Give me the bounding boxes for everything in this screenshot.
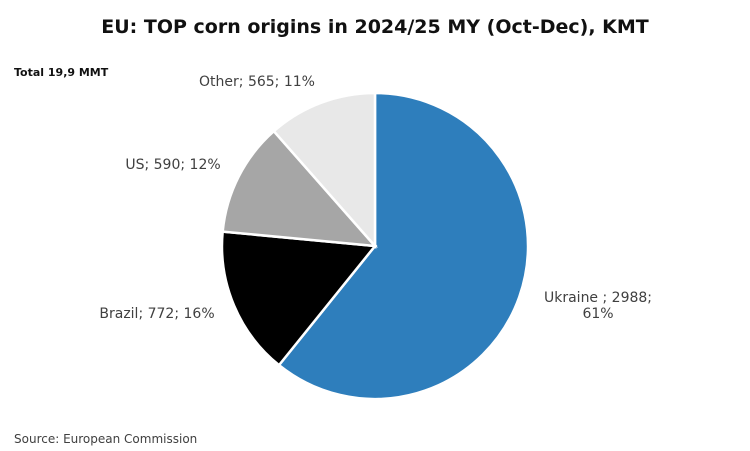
data-label: US; 590; 12% <box>125 157 221 173</box>
pie-slice <box>277 91 530 401</box>
pie-slice <box>220 230 378 367</box>
data-label: Ukraine ; 2988; 61% <box>543 290 653 322</box>
pie-slice <box>272 91 377 250</box>
subtitle: Total 19,9 MMT <box>14 66 109 79</box>
pie-slice <box>221 129 379 248</box>
chart-title: EU: TOP corn origins in 2024/25 MY (Oct-… <box>101 16 649 38</box>
source: Source: European Commission <box>14 432 198 446</box>
data-label: Other; 565; 11% <box>199 74 315 90</box>
data-label: Brazil; 772; 16% <box>99 306 215 322</box>
